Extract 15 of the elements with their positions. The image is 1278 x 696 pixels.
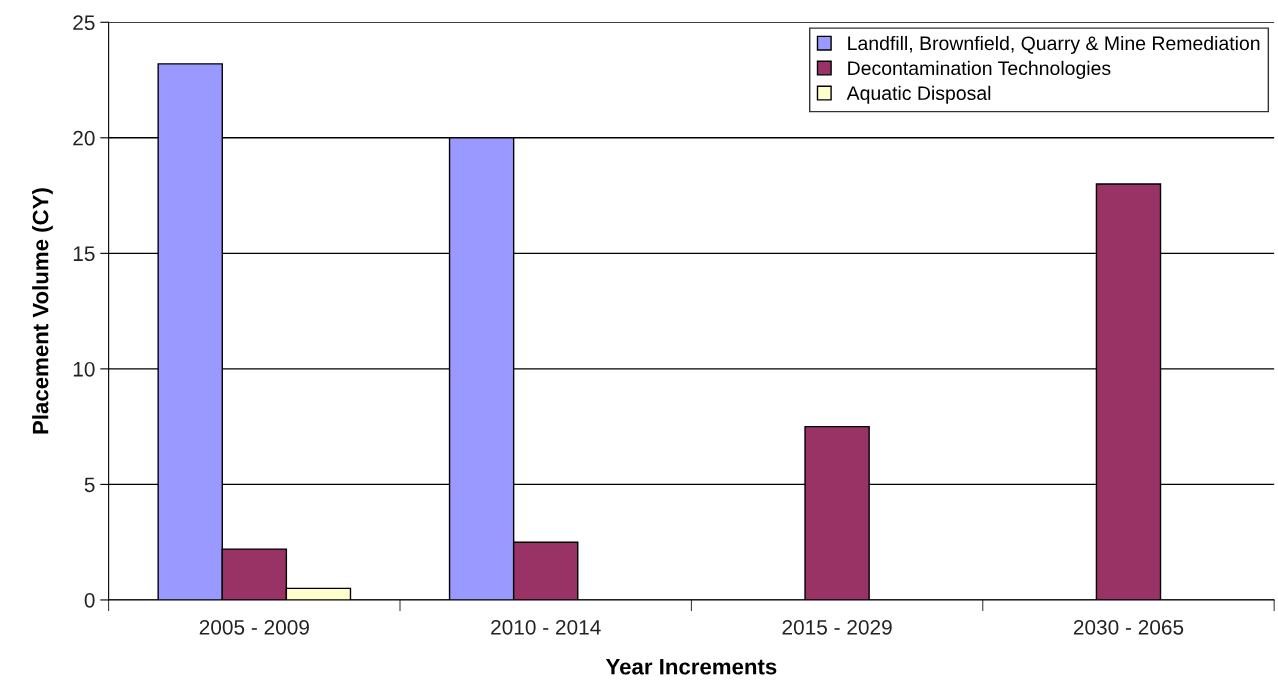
legend-label: Aquatic Disposal xyxy=(846,85,991,104)
y-tick-label: 0 xyxy=(84,592,95,608)
x-axis-title: Year Increments xyxy=(605,659,777,675)
x-tick-label: 2010 - 2014 xyxy=(491,619,601,635)
legend-label: Decontamination Technologies xyxy=(848,60,1111,79)
y-tick-label: 25 xyxy=(73,15,95,31)
y-tick-label: 15 xyxy=(73,246,95,262)
y-tick-label: 10 xyxy=(73,361,95,377)
y-tick-label: 5 xyxy=(84,477,95,493)
y-tick-label: 20 xyxy=(73,130,95,146)
legend-label: Landfill, Brownfield, Quarry & Mine Remediation xyxy=(848,35,1260,55)
x-tick-label: 2030 - 2065 xyxy=(1073,619,1184,635)
x-tick-label: 2015 - 2029 xyxy=(782,619,892,635)
y-axis-title: Placement Volume (CY) xyxy=(32,188,53,434)
x-tick-label: 2005 - 2009 xyxy=(199,619,309,635)
